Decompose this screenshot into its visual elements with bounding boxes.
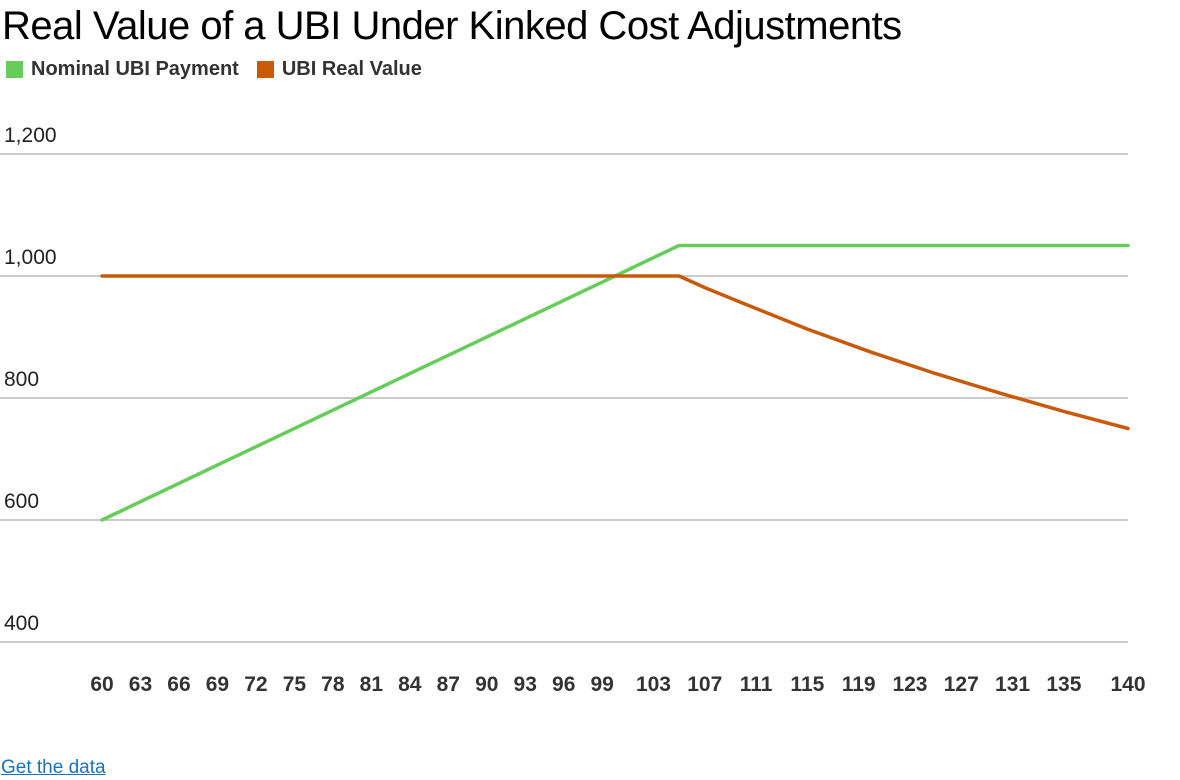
x-tick-label: 69	[206, 673, 229, 696]
legend-label-nominal: Nominal UBI Payment	[31, 58, 239, 80]
x-tick-label: 119	[842, 673, 876, 696]
x-tick-label: 75	[283, 673, 307, 696]
y-tick-label: 600	[4, 490, 39, 513]
x-axis-labels: 60 63 66 69 72 75 78 81 84 87 90 93 96 99 103 107 111 115…	[90, 673, 1145, 696]
line-chart: 400 600 800 1,000 1,200 60 63 66 69 72 75 78 81 84 87…	[0, 124, 1146, 696]
x-tick-label: 96	[552, 673, 575, 696]
x-tick-label: 103	[636, 673, 671, 696]
y-tick-label: 800	[4, 368, 39, 391]
x-tick-label: 127	[944, 673, 979, 696]
x-tick-label: 93	[514, 673, 537, 696]
y-tick-label: 400	[4, 612, 39, 635]
x-tick-label: 63	[129, 673, 152, 696]
y-axis-labels: 400 600 800 1,000 1,200	[4, 124, 57, 635]
x-tick-label: 78	[321, 673, 345, 696]
legend-swatch-nominal	[6, 61, 23, 78]
legend: Nominal UBI Payment UBI Real Value	[6, 58, 440, 81]
gridlines	[0, 153, 1128, 643]
y-tick-label: 1,200	[4, 124, 57, 147]
x-tick-label: 99	[590, 673, 613, 696]
legend-item-nominal[interactable]: Nominal UBI Payment	[6, 58, 239, 81]
chart-title: Real Value of a UBI Under Kinked Cost Ad…	[2, 4, 902, 48]
x-tick-label: 135	[1046, 673, 1081, 696]
x-tick-label: 107	[687, 673, 722, 696]
x-tick-label: 87	[437, 673, 460, 696]
series-line-nominal-ubi-payment[interactable]	[100, 243, 1130, 522]
x-tick-label: 66	[167, 673, 190, 696]
x-tick-label: 111	[740, 673, 773, 696]
x-tick-label: 81	[360, 673, 384, 696]
x-tick-label: 123	[892, 673, 927, 696]
x-tick-label: 90	[475, 673, 498, 696]
y-tick-label: 1,000	[4, 246, 57, 269]
legend-item-real[interactable]: UBI Real Value	[256, 58, 422, 81]
x-tick-label: 140	[1110, 673, 1145, 696]
get-data-link[interactable]: Get the data	[1, 757, 106, 778]
x-tick-label: 84	[398, 673, 422, 696]
x-tick-label: 60	[90, 673, 113, 696]
legend-swatch-real	[256, 61, 274, 78]
series-line-ubi-real-value[interactable]	[100, 274, 1130, 431]
series-lines	[100, 243, 1130, 522]
x-tick-label: 72	[244, 673, 267, 696]
x-tick-label: 131	[995, 673, 1030, 696]
legend-label-real: UBI Real Value	[281, 58, 422, 80]
x-tick-label: 115	[790, 673, 824, 696]
